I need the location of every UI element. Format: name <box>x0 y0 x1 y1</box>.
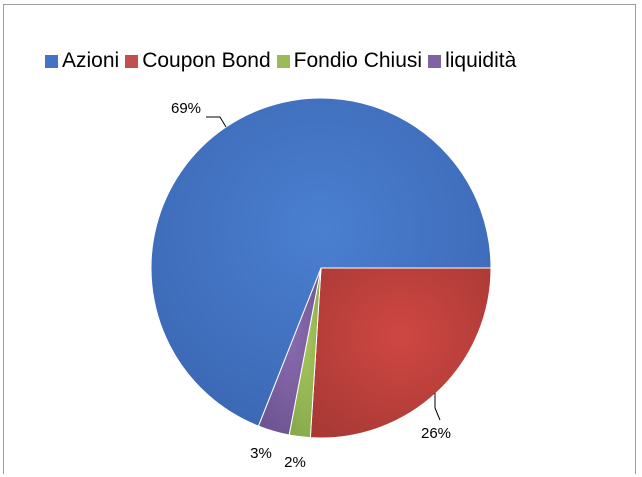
leader-lines <box>206 116 441 421</box>
data-labels: 69% 26% 2% 3% <box>171 100 451 471</box>
legend-label-fondio-chiusi: Fondio Chiusi <box>293 49 423 72</box>
data-label-liquidita: 3% <box>250 445 272 462</box>
data-label-coupon-bond: 26% <box>421 425 451 442</box>
legend-swatch-azioni <box>45 54 58 68</box>
legend-item-liquidita: liquidità <box>428 49 516 73</box>
legend-item-coupon-bond: Coupon Bond <box>125 49 271 73</box>
legend-swatch-fondio-chiusi <box>276 54 290 68</box>
legend-item-azioni: Azioni <box>45 49 119 73</box>
leader-line-coupon-bond <box>434 393 441 421</box>
legend-swatch-liquidita <box>428 54 442 68</box>
data-label-fondio-chiusi: 2% <box>284 454 306 471</box>
pie-slice-azioni <box>150 97 492 427</box>
legend-label-coupon-bond: Coupon Bond <box>142 49 271 72</box>
data-label-azioni: 69% <box>171 100 201 117</box>
legend-label-liquidita: liquidità <box>445 49 517 72</box>
chart-legend: Azioni Coupon Bond Fondio Chiusi liquidi… <box>45 49 522 73</box>
legend-label-azioni: Azioni <box>62 49 120 72</box>
legend-item-fondio-chiusi: Fondio Chiusi <box>276 49 423 73</box>
pie-slices <box>150 97 492 439</box>
leader-line-azioni <box>206 116 227 128</box>
pie-slice-coupon-bond <box>309 267 492 439</box>
legend-swatch-coupon-bond <box>125 54 139 68</box>
